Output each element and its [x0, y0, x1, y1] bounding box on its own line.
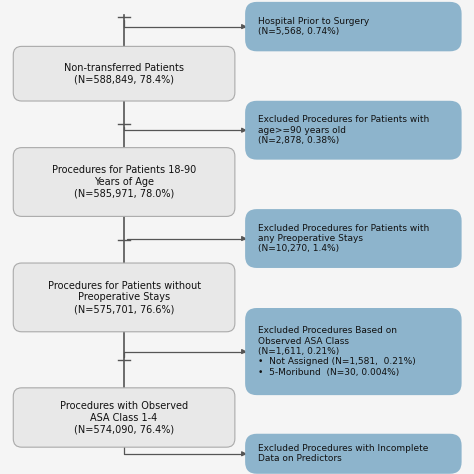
FancyBboxPatch shape: [245, 434, 462, 474]
Text: Excluded Procedures for Patients with
any Preoperative Stays
(N=10,270, 1.4%): Excluded Procedures for Patients with an…: [258, 224, 429, 254]
Text: Non-transferred Patients
(N=588,849, 78.4%): Non-transferred Patients (N=588,849, 78.…: [64, 63, 184, 84]
Text: Procedures for Patients 18-90
Years of Age
(N=585,971, 78.0%): Procedures for Patients 18-90 Years of A…: [52, 165, 196, 199]
FancyBboxPatch shape: [245, 209, 462, 268]
Text: Hospital Prior to Surgery
(N=5,568, 0.74%): Hospital Prior to Surgery (N=5,568, 0.74…: [258, 17, 369, 36]
FancyBboxPatch shape: [245, 101, 462, 160]
Text: Excluded Procedures with Incomplete
Data on Predictors: Excluded Procedures with Incomplete Data…: [258, 444, 428, 464]
Text: Procedures with Observed
ASA Class 1-4
(N=574,090, 76.4%): Procedures with Observed ASA Class 1-4 (…: [60, 401, 188, 434]
FancyBboxPatch shape: [13, 147, 235, 217]
FancyBboxPatch shape: [245, 308, 462, 395]
Text: Procedures for Patients without
Preoperative Stays
(N=575,701, 76.6%): Procedures for Patients without Preopera…: [47, 281, 201, 314]
Text: Excluded Procedures for Patients with
age>=90 years old
(N=2,878, 0.38%): Excluded Procedures for Patients with ag…: [258, 115, 429, 145]
FancyBboxPatch shape: [13, 46, 235, 101]
FancyBboxPatch shape: [245, 2, 462, 51]
FancyBboxPatch shape: [13, 388, 235, 447]
FancyBboxPatch shape: [13, 263, 235, 332]
Text: Excluded Procedures Based on
Observed ASA Class
(N=1,611, 0.21%)
•  Not Assigned: Excluded Procedures Based on Observed AS…: [258, 326, 416, 377]
